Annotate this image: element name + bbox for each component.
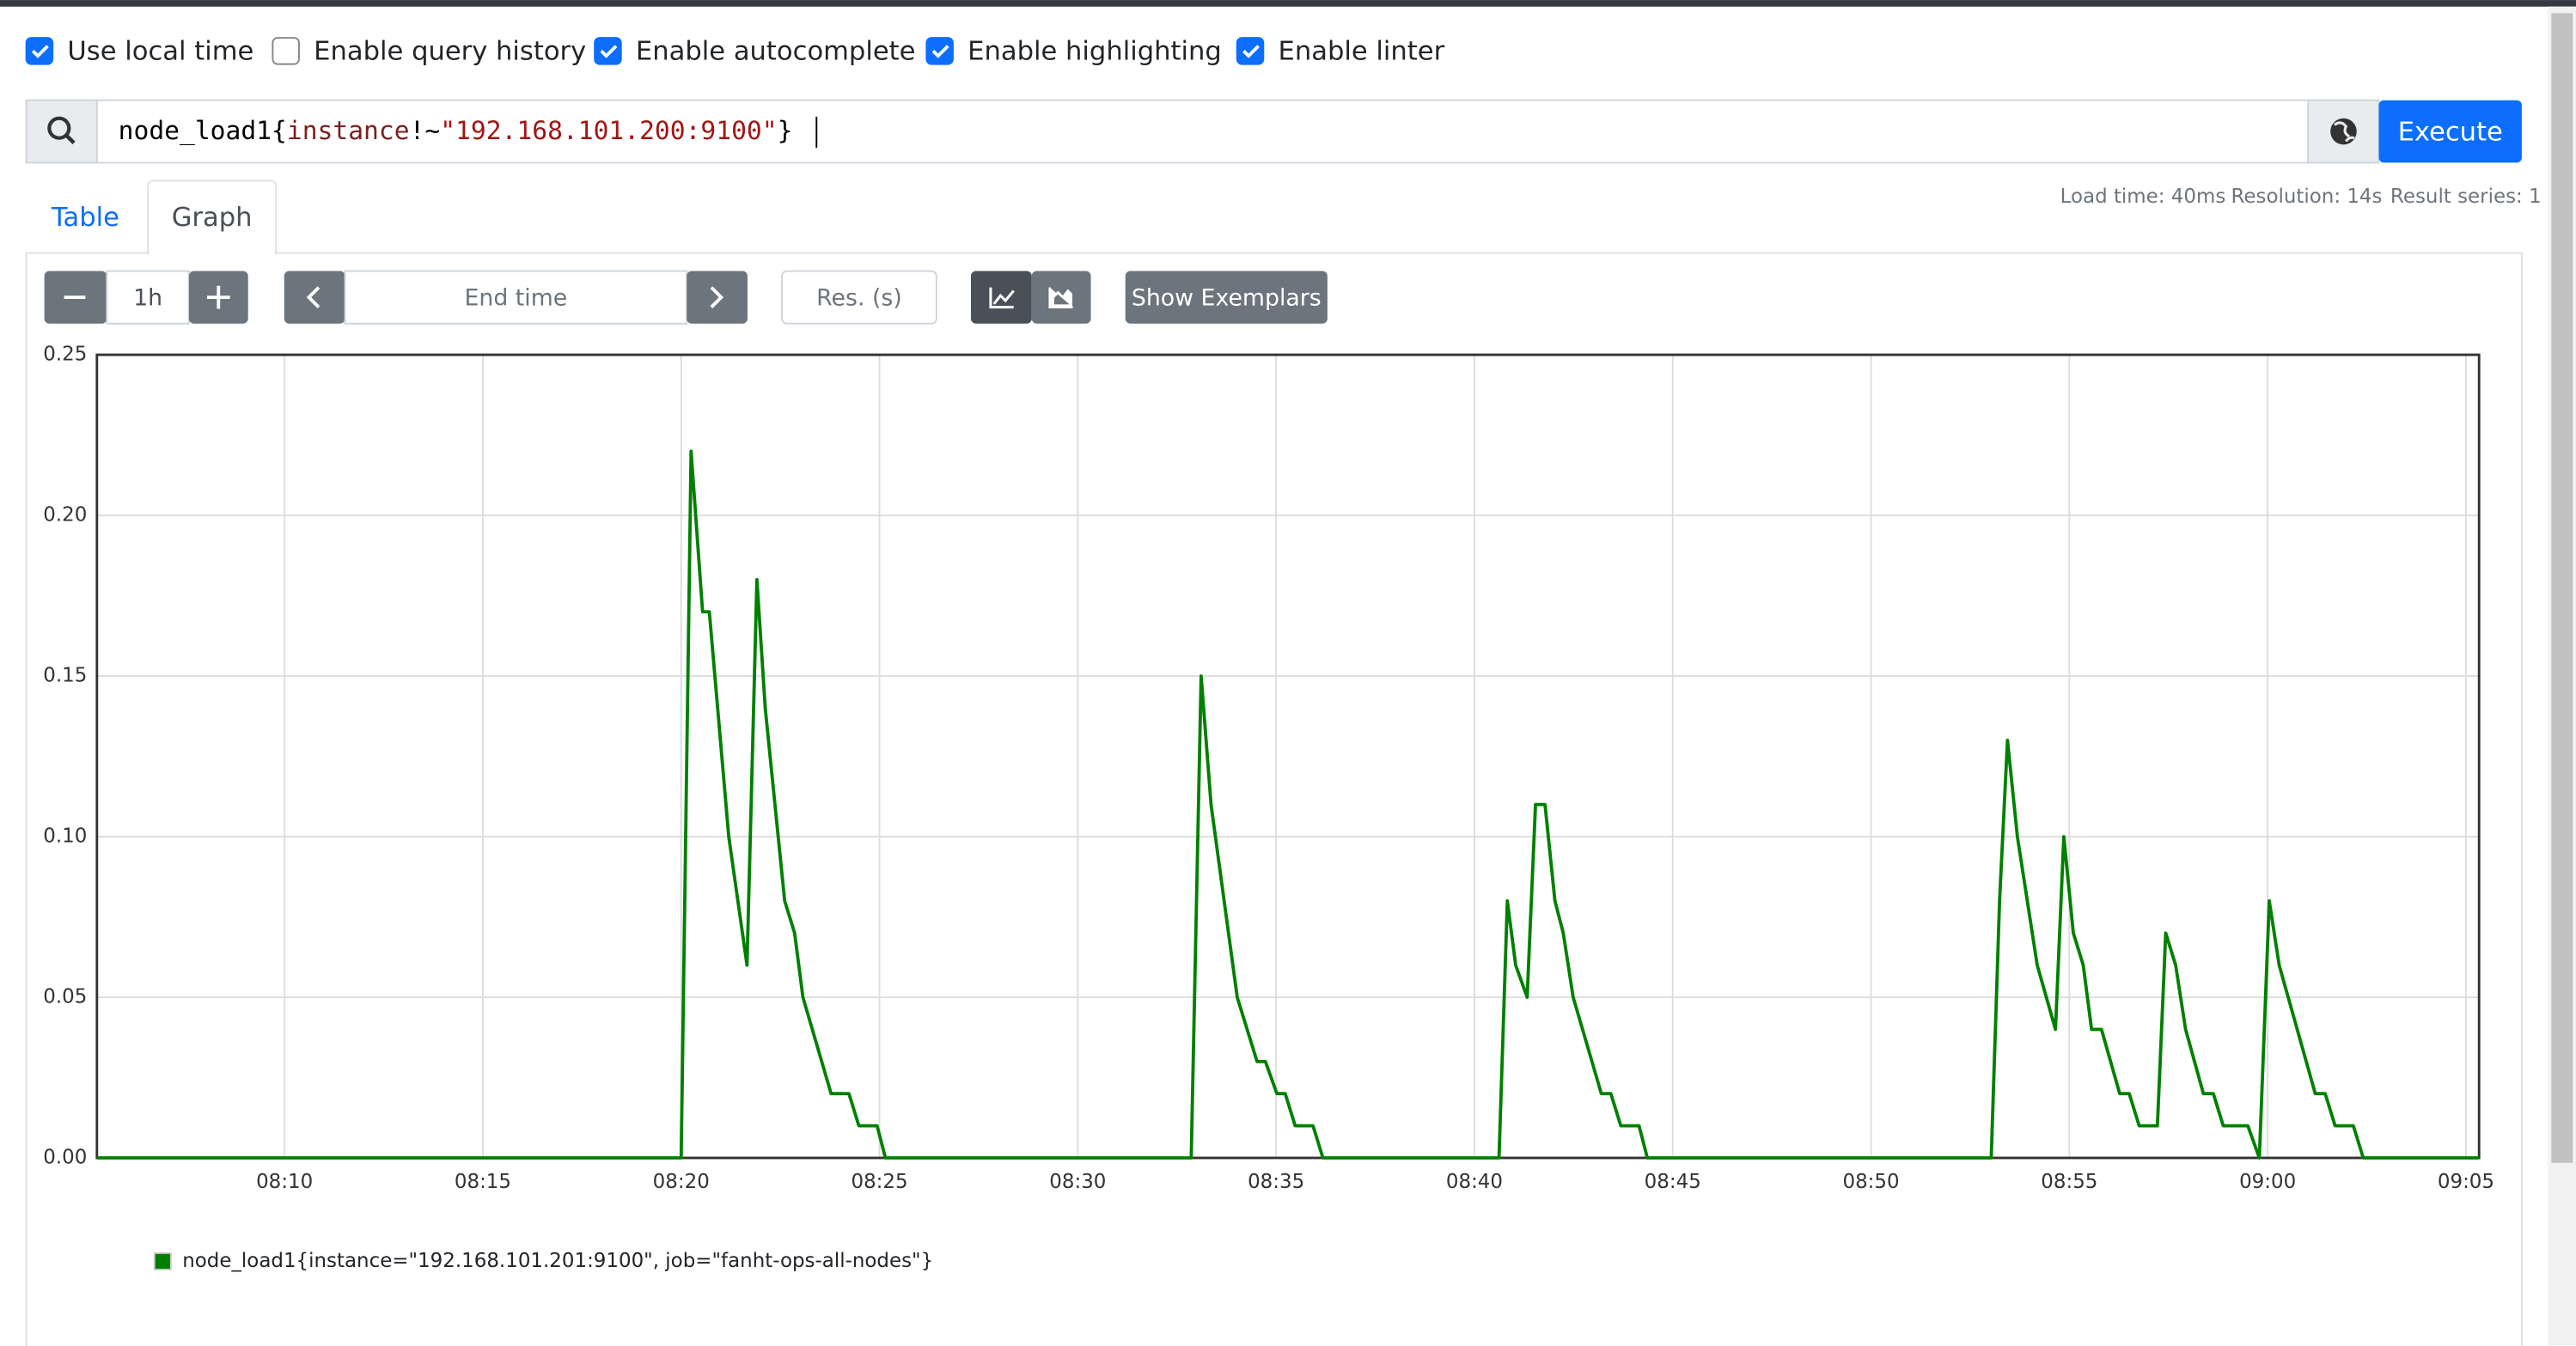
line-chart-icon [989,287,1015,309]
y-tick-label: 0.00 [43,1147,87,1169]
x-tick-label: 09:05 [2438,1171,2494,1193]
panel [25,252,2523,1346]
range-input[interactable] [106,270,190,325]
stacked-chart-icon [1048,287,1073,308]
check-mark [1242,45,1260,58]
top-bar [0,0,2576,7]
x-tick-label: 08:55 [2041,1171,2097,1193]
tab-label[interactable]: Graph [172,203,253,233]
active-tab-box [147,180,278,255]
end-time-input[interactable] [344,270,688,325]
chevron-right [710,286,724,308]
search-icon-box [25,99,98,164]
check-mark [31,45,49,58]
legend-swatch[interactable] [153,1252,172,1270]
query-text: node_load1{instance!~"192.168.101.200:91… [119,115,793,146]
chevron-left [306,286,320,308]
tab-label[interactable]: Table [51,203,119,233]
show-exemplars-button[interactable] [1125,271,1328,324]
stat: Resolution: 14s [2231,186,2382,208]
query-token: { [272,115,287,145]
checkbox[interactable] [925,37,954,65]
query-input[interactable] [95,99,2310,164]
x-tick-label: 09:00 [2239,1171,2296,1193]
x-tick-label: 08:25 [851,1171,907,1193]
end-time-placeholder: End time [464,285,567,312]
checkbox-label: Use local time [67,37,253,67]
execute-button[interactable] [2378,100,2522,163]
checkbox-label: Enable query history [314,37,586,67]
globe-icon-detail [2334,121,2355,143]
y-tick-label: 0.25 [43,344,87,366]
x-tick-label: 08:35 [1248,1171,1304,1193]
search-icon [47,116,71,140]
globe-icon [2330,118,2357,145]
x-tick-label: 08:30 [1049,1171,1106,1193]
stat: Load time: 40ms [2060,186,2226,208]
query-token: node_load1 [119,115,272,146]
resolution-placeholder: Res. (s) [816,285,902,312]
legend-label[interactable]: node_load1{instance="192.168.101.201:910… [182,1250,933,1272]
x-tick-label: 08:45 [1645,1171,1701,1193]
x-tick-label: 08:40 [1446,1171,1503,1193]
series-line [96,449,2480,1160]
checkbox-label: Enable linter [1279,37,1445,67]
x-tick-label: 08:10 [256,1171,313,1193]
resolution-input[interactable] [781,270,937,325]
next-button[interactable] [687,271,748,324]
y-tick-label: 0.05 [43,986,87,1008]
y-tick-label: 0.15 [43,665,87,687]
y-tick-label: 0.20 [43,504,87,527]
prev-button[interactable] [284,271,345,324]
checkbox[interactable] [1236,37,1265,65]
checkbox[interactable] [272,37,300,65]
x-tick-label: 08:15 [455,1171,511,1193]
search-icon-handle [64,134,76,145]
checkbox[interactable] [25,37,54,65]
query-token: "192.168.101.200:9100" [440,115,777,145]
y-tick-label: 0.10 [43,825,87,848]
query-token: } [778,115,793,145]
plot: 0.00 0.05 0.10 0.15 0.20 0.25 08:10 08:15 08:20 0… [43,344,2494,1272]
checkbox-label: Enable autocomplete [636,37,916,67]
plot-frame [95,353,2481,1160]
stat: Result series: 1 [2390,186,2542,208]
range-value: 1h [133,285,162,312]
x-tick-label: 08:50 [1843,1171,1900,1193]
query-token: !~ [410,115,441,145]
check-mark [600,45,618,58]
checkbox-label: Enable highlighting [968,37,1222,67]
query-token: instance [287,115,410,145]
scrollbar-thumb[interactable] [2551,13,2573,1163]
execute-label: Execute [2398,117,2503,147]
checkbox[interactable] [594,37,622,65]
exemplars-label: Show Exemplars [1132,285,1322,312]
x-tick-label: 08:20 [653,1171,710,1193]
check-mark [931,45,949,58]
